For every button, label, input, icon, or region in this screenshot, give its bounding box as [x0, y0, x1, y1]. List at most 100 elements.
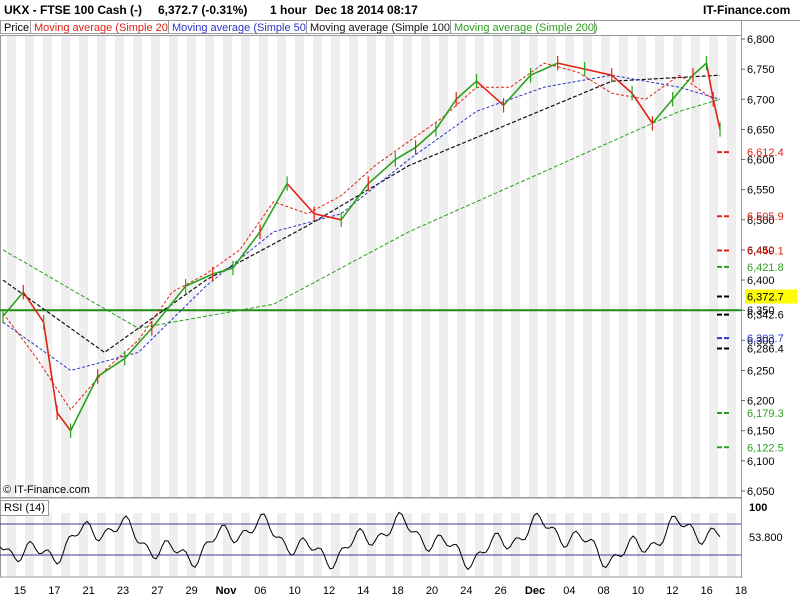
stripe	[43, 513, 52, 577]
price-segment	[2, 291, 24, 317]
stripe	[601, 513, 610, 577]
legend-ma100[interactable]: Moving average (Simple 100)	[306, 20, 454, 34]
stripe	[25, 513, 34, 577]
stripe	[241, 36, 250, 497]
stripe	[493, 513, 502, 577]
stripe	[349, 36, 358, 497]
stripe	[727, 513, 736, 577]
title-bar: UKX - FTSE 100 Cash (-) 6,372.7 (-0.31%)…	[0, 0, 800, 21]
y-tick-label: 6,200	[747, 396, 775, 408]
ma20-line	[2, 62, 714, 411]
stripe	[151, 513, 160, 577]
price-segment	[651, 98, 674, 124]
stripe	[79, 36, 88, 497]
price-segment	[692, 62, 708, 76]
y-tick-label: 6,050	[747, 486, 775, 498]
stripe	[295, 513, 304, 577]
legend-ma20[interactable]: Moving average (Simple 20)	[30, 20, 172, 34]
watermark: © IT-Finance.com	[3, 484, 90, 496]
x-tick-label: 08	[598, 585, 610, 597]
x-tick-label: 14	[357, 585, 369, 597]
stripe	[565, 36, 574, 497]
x-tick-label: 29	[186, 585, 198, 597]
stripe	[241, 513, 250, 577]
stripe	[475, 513, 484, 577]
x-tick-label: 20	[426, 585, 438, 597]
stripe	[475, 36, 484, 497]
price-label: 6,122.5	[747, 442, 784, 454]
stripe	[619, 36, 628, 497]
stripe	[511, 513, 520, 577]
stripe	[403, 513, 412, 577]
y-tick-label: 6,700	[747, 94, 775, 106]
stripe	[43, 36, 52, 497]
price-segment	[286, 183, 315, 215]
stripe	[583, 36, 592, 497]
ma200-line	[2, 98, 721, 329]
price-segment	[455, 80, 478, 100]
stripe	[673, 513, 682, 577]
rsi-line	[0, 511, 721, 571]
price-label: 6,505.9	[747, 211, 784, 223]
price-segment	[212, 267, 234, 275]
stripe	[511, 36, 520, 497]
stripe	[331, 36, 340, 497]
stripe	[313, 513, 322, 577]
ma50-line	[2, 74, 721, 372]
rsi-legend[interactable]: RSI (14)	[0, 500, 49, 516]
stripe	[583, 513, 592, 577]
price-segment	[611, 74, 633, 94]
stripe	[439, 36, 448, 497]
stripe	[691, 513, 700, 577]
stripe	[187, 513, 196, 577]
stripe	[7, 513, 16, 577]
stripe	[529, 513, 538, 577]
x-tick-label: 21	[83, 585, 95, 597]
stripe	[259, 36, 268, 497]
price-label: 6,372.7	[747, 292, 784, 304]
price-change: 6,372.7 (-0.31%)	[158, 3, 248, 17]
legend-ma50[interactable]: Moving average (Simple 50)	[168, 20, 310, 34]
price-highlight	[745, 289, 797, 304]
stripe	[277, 513, 286, 577]
price-segment	[367, 158, 396, 185]
y-tick-label: 6,650	[747, 124, 775, 136]
y-axis: 6,800 6,750 6,700 6,650 6,600 6,550 6,500 6,450…	[741, 34, 775, 498]
stripe	[655, 36, 664, 497]
y-tick-label: 6,500	[747, 215, 775, 227]
stripe	[223, 513, 232, 577]
x-tick-label: 16	[701, 585, 713, 597]
y-tick-label: 6,800	[747, 34, 775, 46]
stripe	[97, 36, 106, 497]
x-tick-label: 23	[117, 585, 129, 597]
price-labels: 6,612.4 6,505.9 6,449.1 6,421.8 6,372.7 6,342…	[717, 147, 797, 454]
price-segment	[584, 68, 612, 76]
stripe	[7, 36, 16, 497]
price-label: 6,286.4	[747, 344, 784, 356]
x-tick-label: 15	[14, 585, 26, 597]
stripe	[457, 513, 466, 577]
price-segment	[232, 231, 261, 269]
stripe	[547, 513, 556, 577]
x-tick-label: 26	[495, 585, 507, 597]
x-tick-label: 10	[289, 585, 301, 597]
price-segment	[394, 146, 417, 161]
stripe	[169, 513, 178, 577]
x-tick-label: 24	[460, 585, 472, 597]
stripe	[223, 36, 232, 497]
stripe	[637, 36, 646, 497]
x-tick-label: 18	[735, 585, 747, 597]
legend-ma200[interactable]: Moving average (Simple 200)	[450, 20, 598, 34]
y-tick-label: 6,600	[747, 155, 775, 167]
x-tick-label: 27	[151, 585, 163, 597]
y-tick-label: 6,550	[747, 185, 775, 197]
stripe	[529, 36, 538, 497]
price-label: 6,342.6	[747, 310, 784, 322]
price-segment	[313, 212, 342, 221]
ma100-line	[2, 74, 721, 354]
interval[interactable]: 1 hour	[270, 3, 307, 17]
stripe	[205, 513, 214, 577]
y-tick-label: 6,400	[747, 275, 775, 287]
stripe	[421, 36, 430, 497]
